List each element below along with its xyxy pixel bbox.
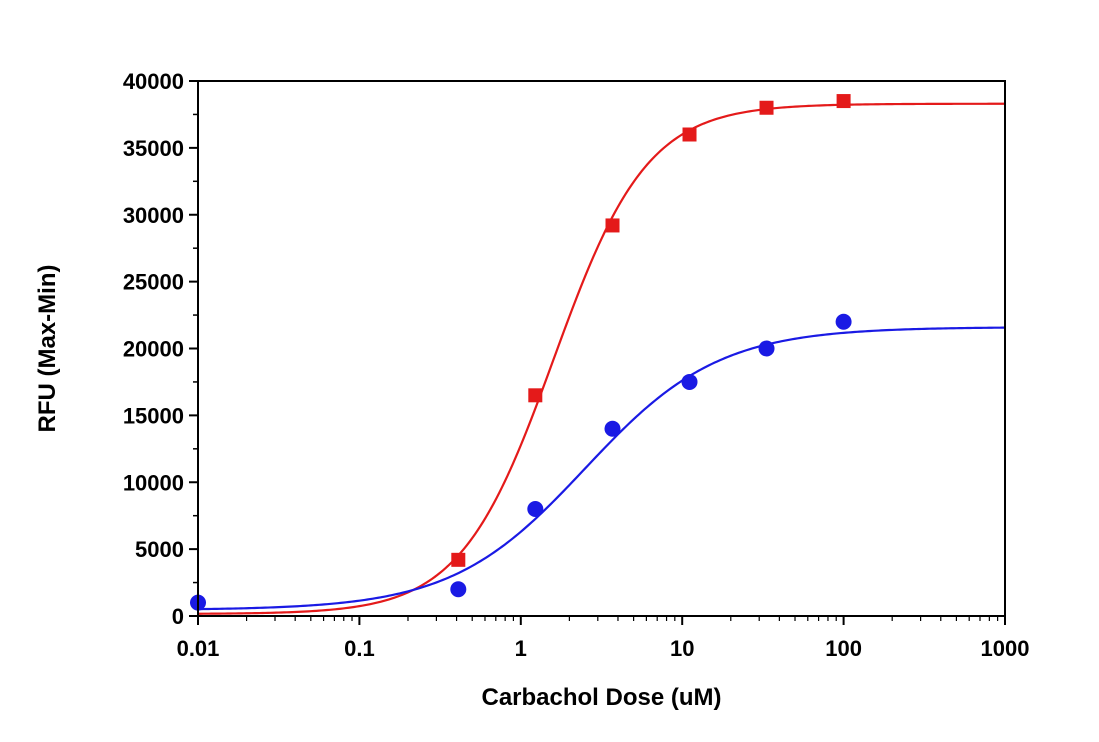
point-series-2 [758, 340, 775, 357]
x-tick-label: 100 [825, 636, 862, 661]
point-series-2 [835, 313, 852, 330]
y-tick-label: 0 [172, 604, 184, 629]
y-tick-label: 20000 [123, 337, 184, 362]
y-tick-label: 30000 [123, 203, 184, 228]
point-series-1 [682, 127, 697, 142]
data-points [190, 94, 852, 611]
x-tick-label: 0.1 [344, 636, 375, 661]
plot-frame [197, 80, 1006, 617]
x-axis-ticks: 0.01 0.1 1 10 100 1000 [177, 616, 1030, 661]
y-tick-label: 5000 [135, 537, 184, 562]
point-series-2 [604, 420, 621, 437]
point-series-1 [836, 94, 851, 109]
point-series-1 [759, 100, 774, 115]
fit-curve-series-2 [197, 326, 1006, 611]
point-series-1 [528, 388, 543, 403]
y-tick-label: 15000 [123, 403, 184, 428]
x-tick-label: 0.01 [177, 636, 220, 661]
y-tick-label: 10000 [123, 470, 184, 495]
point-series-2 [527, 501, 544, 517]
x-tick-label: 10 [670, 636, 694, 661]
point-series-2 [450, 581, 467, 598]
y-tick-label: 40000 [123, 69, 184, 94]
point-series-2 [681, 373, 698, 390]
x-tick-label: 1 [515, 636, 527, 661]
y-tick-label: 25000 [123, 270, 184, 295]
x-axis-label: Carbachol Dose (uM) [481, 684, 721, 711]
y-axis-ticks: 0 5000 10000 15000 20000 25000 30000 35000 40000 [123, 69, 198, 629]
point-series-1 [451, 552, 466, 567]
y-axis-label: RFU (Max-Min) [34, 265, 61, 433]
fit-curve-series-1 [197, 102, 1005, 615]
point-series-1 [605, 218, 620, 233]
fit-curves [197, 102, 1006, 615]
y-tick-label: 35000 [123, 136, 184, 161]
x-tick-label: 1000 [981, 636, 1030, 661]
